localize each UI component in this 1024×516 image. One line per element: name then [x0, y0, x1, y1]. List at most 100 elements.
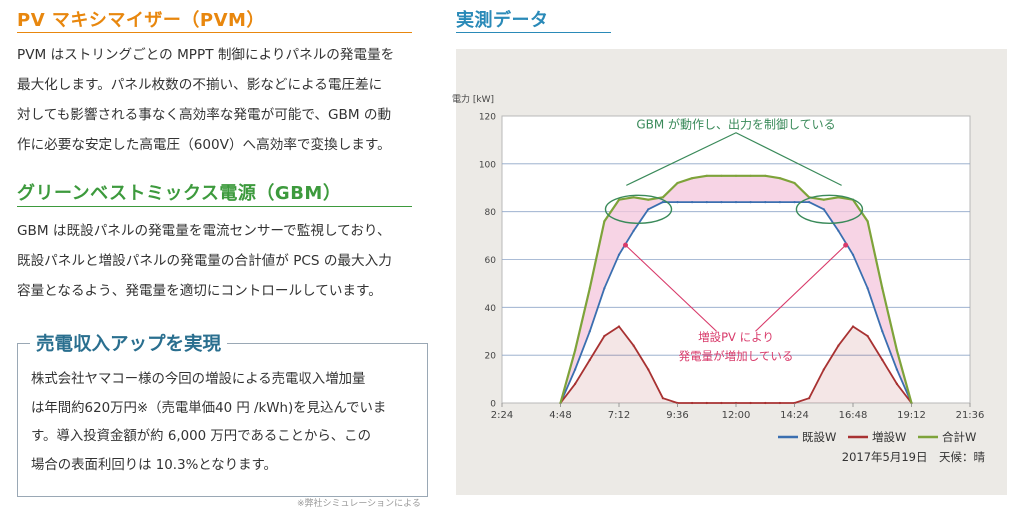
- gbm-title: グリーンベストミックス電源（GBM）: [17, 183, 342, 204]
- chart-section-rule: [456, 32, 611, 33]
- chart-legend: 既設W 増設W 合計W 2017年5月19日 天候：晴: [778, 430, 985, 464]
- data-point: [881, 330, 884, 333]
- data-point: [617, 198, 621, 201]
- data-point: [691, 177, 694, 180]
- chart-areas: [560, 175, 912, 403]
- data-point: [764, 174, 767, 177]
- x-tick-label: 4:48: [549, 410, 571, 421]
- legend-label-0: 既設W: [802, 430, 836, 444]
- pointer-morning: [625, 244, 717, 332]
- revenue-line-2: は年間約620万円※（売電単価40 円 /kWh)を見込んでいま: [31, 400, 387, 416]
- data-point: [749, 401, 752, 405]
- y-tick-label: 40: [485, 304, 497, 314]
- y-tick-label: 80: [485, 208, 497, 218]
- data-point: [588, 330, 591, 333]
- pvm-line-2: 最大化します。パネル枚数の不揃い、影などによる電圧差に: [17, 77, 383, 93]
- data-point: [822, 198, 825, 201]
- data-point: [793, 201, 796, 204]
- data-point: [764, 201, 767, 204]
- data-point: [603, 334, 606, 338]
- legend-label-2: 合計W: [942, 430, 976, 444]
- data-point: [647, 208, 650, 211]
- x-tick-label: 7:12: [608, 410, 630, 421]
- x-tick-label: 9:36: [666, 410, 688, 421]
- revenue-description: 株式会社ヤマコー様の今回の増設による売電収入増加量 は年間約620万円※（売電単…: [31, 366, 386, 480]
- chart-section-title: 実測データ: [456, 10, 549, 31]
- data-point: [881, 287, 884, 290]
- data-point: [617, 325, 621, 328]
- data-point: [632, 344, 635, 347]
- x-tick-label: 14:24: [780, 410, 809, 421]
- data-point: [808, 397, 811, 400]
- data-point: [866, 287, 869, 290]
- data-point: [895, 382, 899, 385]
- y-tick-label: 0: [490, 400, 496, 410]
- annotation-control: GBM が動作し、出力を制御している: [636, 117, 835, 132]
- gbm-line-3: 容量となるよう、発電量を適切にコントロールしています。: [17, 283, 382, 299]
- data-point: [705, 174, 708, 177]
- data-point: [837, 196, 840, 199]
- data-point: [895, 349, 899, 352]
- simulation-note: ※弊社シミュレーションによる: [297, 499, 421, 509]
- data-point: [691, 201, 694, 204]
- chart-date-weather: 2017年5月19日 天候：晴: [842, 450, 986, 464]
- data-point: [734, 174, 738, 177]
- y-tick-label: 120: [479, 113, 496, 123]
- data-point: [822, 368, 825, 371]
- pointer-evening: [755, 244, 847, 332]
- data-point: [778, 201, 782, 204]
- data-point: [793, 181, 796, 185]
- x-tick-label: 2:24: [491, 410, 513, 421]
- legend-label-1: 増設W: [872, 430, 906, 444]
- data-point: [851, 325, 855, 328]
- data-point: [661, 397, 665, 400]
- x-tick-label: 16:48: [839, 410, 868, 421]
- data-point: [617, 253, 621, 256]
- data-point: [574, 349, 577, 352]
- pvm-line-3: 対しても影響される事なく高効率な発電が可能で、GBM の動: [17, 107, 392, 123]
- data-point: [632, 196, 635, 199]
- pvm-title-rule: [17, 32, 412, 33]
- data-point: [866, 220, 869, 223]
- data-point: [661, 196, 665, 199]
- ellipse-evening: [795, 194, 864, 224]
- data-point: [574, 382, 577, 385]
- data-point: [837, 229, 840, 232]
- data-point: [603, 287, 606, 290]
- revenue-line-3: す。導入投資金額が約 6,000 万円であることから、この: [31, 429, 371, 444]
- data-point: [588, 287, 591, 290]
- data-point: [676, 181, 679, 185]
- annotation-increase-1: 増設PV により: [698, 330, 774, 344]
- data-point: [808, 201, 811, 204]
- gbm-description: GBM は既設パネルの発電量を電流センサーで監視しており、 既設パネルと増設パネ…: [17, 216, 392, 306]
- pvm-description: PVM はストリングごとの MPPT 制御によりパネルの発電量を 最大化します。…: [17, 40, 394, 160]
- data-point: [851, 253, 855, 256]
- pvm-line-4: 作に必要な安定した高電圧（600V）へ高効率で変換します。: [17, 137, 391, 153]
- y-tick-label: 20: [485, 352, 497, 362]
- zosetsu-area: [560, 326, 912, 403]
- data-point: [705, 201, 708, 204]
- data-point: [734, 201, 738, 204]
- gbm-line-1: GBM は既設パネルの発電量を電流センサーで監視しており、: [17, 223, 391, 239]
- data-point: [749, 174, 752, 177]
- data-point: [866, 334, 869, 338]
- data-point: [574, 368, 577, 371]
- data-point: [764, 401, 767, 405]
- data-point: [691, 401, 694, 405]
- data-point: [661, 201, 665, 204]
- control-bracket: [626, 132, 842, 186]
- data-point: [647, 198, 650, 201]
- data-point: [705, 401, 708, 405]
- pvm-title: PV マキシマイザー（PVM）: [17, 10, 265, 31]
- x-tick-label: 19:12: [897, 410, 926, 421]
- y-axis-label: 電力 [kW]: [452, 93, 494, 105]
- pvm-line-1: PVM はストリングごとの MPPT 制御によりパネルの発電量を: [17, 47, 395, 63]
- data-point: [720, 201, 723, 204]
- gbm-line-2: 既設パネルと増設パネルの発電量の合計値が PCS の最大入力: [17, 253, 392, 269]
- y-tick-label: 60: [485, 256, 497, 266]
- y-tick-label: 100: [479, 160, 496, 170]
- x-tick-label: 12:00: [722, 410, 751, 421]
- chart-axes: 0 20 40 60 80 100 120 2:24 4:48 7:12 9:36 12:00 14:2…: [452, 93, 984, 421]
